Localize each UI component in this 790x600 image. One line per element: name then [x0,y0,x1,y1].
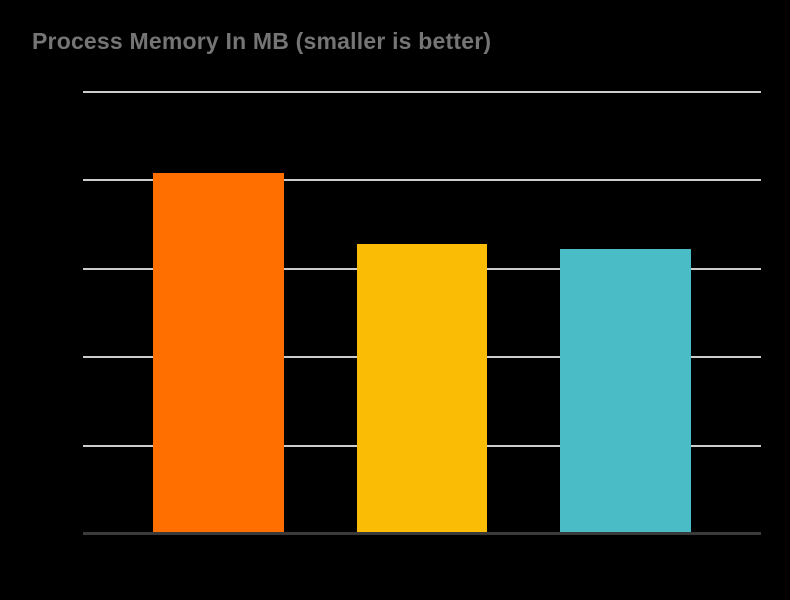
bar [356,243,488,533]
gridline [83,91,761,93]
x-axis-line [83,532,761,535]
gridline [83,179,761,182]
chart-title: Process Memory In MB (smaller is better) [32,28,492,54]
plot-area [83,91,761,535]
bar [153,173,285,533]
bar [559,249,691,533]
